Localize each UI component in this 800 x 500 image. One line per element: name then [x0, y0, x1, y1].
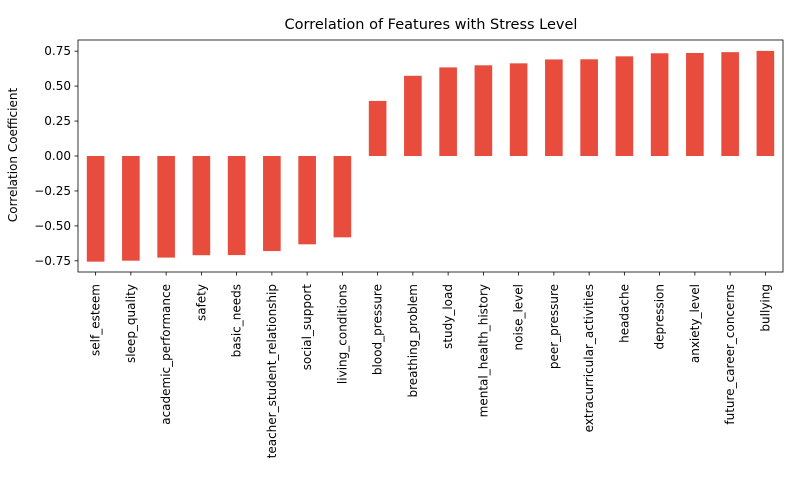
y-tick-label: 0.25 [44, 114, 71, 128]
bar-living-conditions [333, 156, 352, 238]
bar-basic-needs [227, 156, 246, 256]
x-tick-label-social-support: social_support [300, 284, 314, 371]
x-tick-label-extracurricular-activities: extracurricular_activities [582, 284, 596, 432]
bar-peer-pressure [545, 59, 563, 156]
y-axis: −0.75 −0.50 −0.25 0.00 0.25 0.50 0.75 [34, 44, 78, 268]
bar-breathing-problem [404, 75, 422, 156]
x-tick-label-noise-level: noise_level [512, 284, 526, 350]
x-tick-label-peer-pressure: peer_pressure [547, 284, 561, 369]
bar-teacher-student-relationship [263, 156, 281, 252]
x-tick-label-living-conditions: living_conditions [335, 284, 349, 384]
x-tick-label-study-load: study_load [441, 284, 455, 349]
bar-mental-health-history [474, 65, 493, 156]
plot-frame [77, 39, 784, 273]
x-tick-label-safety: safety [194, 284, 208, 321]
x-tick-label-depression: depression [653, 284, 667, 349]
x-tick-label-basic-needs: basic_needs [230, 284, 244, 357]
x-axis: self_esteem sleep_quality academic_perform… [89, 272, 772, 458]
bar-social-support [298, 156, 316, 245]
x-tick-label-anxiety-level: anxiety_level [688, 284, 702, 363]
bar-safety [192, 156, 211, 256]
bar-anxiety-level [686, 52, 704, 156]
bar-future-career-concerns [721, 52, 739, 156]
y-tick-label: 0.50 [44, 79, 71, 93]
y-tick-label: −0.25 [34, 184, 71, 198]
y-tick-label: −0.50 [34, 219, 71, 233]
y-tick-label: 0.75 [44, 44, 71, 58]
bars-group [86, 50, 775, 262]
x-tick-label-sleep-quality: sleep_quality [124, 284, 138, 363]
x-tick-label-headache: headache [617, 284, 631, 343]
x-tick-label-blood-pressure: blood_pressure [371, 284, 385, 375]
y-tick-label: −0.75 [34, 254, 71, 268]
y-axis-label: Correlation Coefficient [6, 88, 20, 223]
bar-extracurricular-activities [580, 59, 598, 157]
bar-noise-level [509, 63, 528, 156]
bar-study-load [439, 67, 457, 156]
bar-self-esteem [86, 156, 105, 262]
x-tick-label-bullying: bullying [758, 284, 772, 332]
bar-academic-performance [157, 156, 175, 258]
x-tick-label-breathing-problem: breathing_problem [406, 284, 420, 398]
bar-sleep-quality [122, 156, 140, 261]
bar-bullying [756, 50, 775, 157]
x-tick-label-self-esteem: self_esteem [89, 284, 103, 356]
bar-blood-pressure [368, 100, 387, 156]
x-tick-label-mental-health-history: mental_health_history [476, 284, 490, 417]
x-tick-label-academic-performance: academic_performance [159, 284, 173, 425]
bar-headache [615, 56, 634, 156]
chart-title: Correlation of Features with Stress Leve… [285, 17, 578, 33]
x-tick-label-future-career-concerns: future_career_concerns [723, 284, 737, 425]
bar-depression [650, 53, 669, 156]
y-tick-label: 0.00 [44, 149, 71, 163]
x-tick-label-teacher-student-relationship: teacher_student_relationship [265, 284, 279, 458]
